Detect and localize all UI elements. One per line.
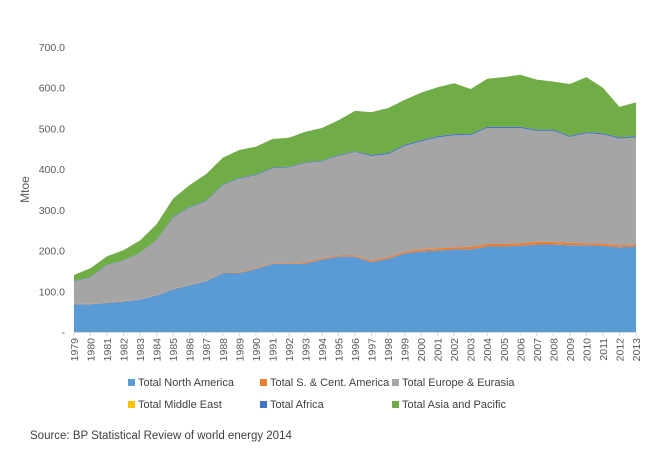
x-tick-label: 1987 xyxy=(201,338,213,362)
x-tick-label: 1993 xyxy=(300,338,312,362)
x-tick-label: 2003 xyxy=(466,338,478,362)
legend-label: Total Asia and Pacific xyxy=(402,399,506,411)
x-tick-label: 2006 xyxy=(515,338,527,362)
x-tick-label: 1994 xyxy=(317,338,329,362)
x-tick-label: 2002 xyxy=(449,338,461,362)
x-tick-label: 1991 xyxy=(267,338,279,362)
x-tick-label: 1979 xyxy=(69,338,81,362)
x-tick-label: 2012 xyxy=(614,338,626,362)
area-series-5 xyxy=(74,74,636,282)
x-tick-label: 1984 xyxy=(152,338,164,362)
y-tick-label: 200.0 xyxy=(39,246,65,258)
y-tick-label: 700.0 xyxy=(39,42,65,54)
y-tick-label: 400.0 xyxy=(39,164,65,176)
legend-label: Total S. & Cent. America xyxy=(270,377,390,389)
x-tick-label: 1999 xyxy=(400,338,412,362)
x-tick-label: 2000 xyxy=(416,338,428,362)
legend-swatch xyxy=(260,401,267,408)
x-tick-label: 2011 xyxy=(598,338,610,361)
x-tick-label: 2009 xyxy=(565,338,577,362)
x-tick-label: 2010 xyxy=(581,338,593,362)
x-tick-label: 2004 xyxy=(482,338,494,362)
legend-swatch xyxy=(392,379,399,386)
x-tick-label: 1980 xyxy=(86,338,98,362)
y-tick-label: - xyxy=(62,327,66,339)
x-tick-label: 1990 xyxy=(251,338,263,362)
area-layer xyxy=(74,74,636,332)
x-tick-label: 1981 xyxy=(102,338,114,362)
x-tick-label: 2005 xyxy=(499,338,511,362)
x-tick-label: 1998 xyxy=(383,338,395,362)
x-tick-label: 1985 xyxy=(168,338,180,362)
legend-swatch xyxy=(392,401,399,408)
x-tick-label: 1982 xyxy=(119,338,131,362)
legend-swatch xyxy=(128,379,135,386)
legend-swatch xyxy=(260,379,267,386)
x-tick-label: 2013 xyxy=(631,338,643,362)
x-tick-label: 1986 xyxy=(185,338,197,362)
y-tick-label: 600.0 xyxy=(39,83,65,95)
x-tick-label: 1992 xyxy=(284,338,296,362)
y-tick-label: 500.0 xyxy=(39,123,65,135)
x-tick-label: 2007 xyxy=(532,338,544,362)
source-note: Source: BP Statistical Review of world e… xyxy=(30,430,292,442)
y-tick-label: 100.0 xyxy=(39,286,65,298)
x-tick-label: 2001 xyxy=(433,338,445,362)
x-tick-label: 1996 xyxy=(350,338,362,362)
axes-layer: - 100.0 200.0 300.0 400.0 500.0 600.0 700.0 1979… xyxy=(18,42,643,361)
area-series-2 xyxy=(74,128,636,304)
x-tick-label: 1988 xyxy=(218,338,230,362)
legend: Total North America Total S. & Cent. Amer… xyxy=(128,377,515,411)
x-tick-label: 1989 xyxy=(234,338,246,362)
area-series-0 xyxy=(74,244,636,332)
y-axis-label: Mtoe xyxy=(18,176,32,203)
x-tick-label: 2008 xyxy=(548,338,560,362)
legend-label: Total North America xyxy=(138,377,235,389)
legend-label: Total Middle East xyxy=(138,399,222,411)
x-tick-label: 1997 xyxy=(367,338,379,362)
x-tick-label: 1995 xyxy=(333,338,345,362)
legend-label: Total Europe & Eurasia xyxy=(402,377,515,389)
y-tick-label: 300.0 xyxy=(39,205,65,217)
legend-label: Total Africa xyxy=(270,399,325,411)
legend-swatch xyxy=(128,401,135,408)
x-tick-label: 1983 xyxy=(135,338,147,362)
